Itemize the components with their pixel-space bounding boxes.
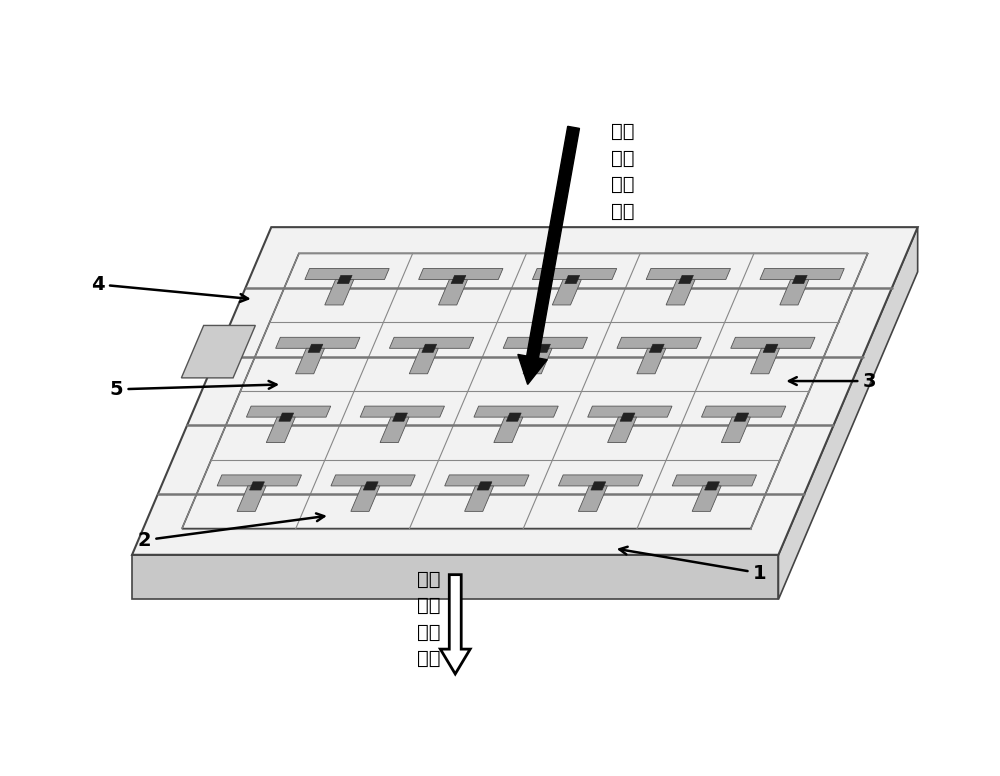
Polygon shape bbox=[246, 406, 331, 417]
Polygon shape bbox=[474, 406, 558, 417]
Polygon shape bbox=[419, 268, 503, 279]
Polygon shape bbox=[565, 275, 580, 284]
Polygon shape bbox=[523, 348, 552, 374]
Polygon shape bbox=[503, 338, 587, 348]
Polygon shape bbox=[363, 482, 378, 490]
Text: 3: 3 bbox=[789, 372, 876, 390]
Polygon shape bbox=[778, 227, 918, 600]
Text: 1: 1 bbox=[619, 547, 767, 583]
Polygon shape bbox=[532, 268, 617, 279]
Polygon shape bbox=[494, 417, 523, 442]
Text: 2: 2 bbox=[137, 514, 324, 550]
Polygon shape bbox=[666, 279, 695, 305]
Polygon shape bbox=[360, 406, 444, 417]
Polygon shape bbox=[337, 275, 352, 284]
Polygon shape bbox=[451, 275, 466, 284]
Polygon shape bbox=[331, 475, 415, 486]
Polygon shape bbox=[393, 413, 407, 421]
Polygon shape bbox=[780, 279, 809, 305]
Polygon shape bbox=[679, 275, 693, 284]
Polygon shape bbox=[591, 482, 606, 490]
Polygon shape bbox=[558, 475, 643, 486]
Polygon shape bbox=[422, 345, 437, 352]
Polygon shape bbox=[751, 348, 780, 374]
Polygon shape bbox=[181, 325, 255, 378]
Polygon shape bbox=[217, 475, 301, 486]
Text: 被调
制的
太赫
兹波: 被调 制的 太赫 兹波 bbox=[417, 570, 440, 668]
Text: 5: 5 bbox=[109, 380, 276, 399]
Polygon shape bbox=[646, 268, 730, 279]
Polygon shape bbox=[608, 417, 637, 442]
Polygon shape bbox=[578, 486, 607, 511]
Polygon shape bbox=[552, 279, 581, 305]
Polygon shape bbox=[351, 486, 380, 511]
Polygon shape bbox=[588, 406, 672, 417]
Text: 空间
传播
太赫
兹波: 空间 传播 太赫 兹波 bbox=[611, 123, 635, 221]
Polygon shape bbox=[276, 338, 360, 348]
Polygon shape bbox=[721, 417, 750, 442]
Polygon shape bbox=[536, 345, 550, 352]
Polygon shape bbox=[701, 406, 786, 417]
Polygon shape bbox=[506, 413, 521, 421]
Polygon shape bbox=[649, 345, 664, 352]
Polygon shape bbox=[237, 486, 266, 511]
Polygon shape bbox=[620, 413, 635, 421]
FancyArrow shape bbox=[518, 126, 579, 384]
Polygon shape bbox=[637, 348, 666, 374]
Polygon shape bbox=[389, 338, 474, 348]
Polygon shape bbox=[692, 486, 721, 511]
Polygon shape bbox=[731, 338, 815, 348]
Polygon shape bbox=[672, 475, 757, 486]
Polygon shape bbox=[266, 417, 295, 442]
Polygon shape bbox=[305, 268, 389, 279]
Polygon shape bbox=[296, 348, 325, 374]
Polygon shape bbox=[439, 279, 468, 305]
Polygon shape bbox=[380, 417, 409, 442]
Polygon shape bbox=[477, 482, 492, 490]
Polygon shape bbox=[132, 227, 918, 555]
Polygon shape bbox=[279, 413, 294, 421]
Text: 4: 4 bbox=[91, 275, 248, 302]
Polygon shape bbox=[617, 338, 701, 348]
Polygon shape bbox=[734, 413, 749, 421]
Polygon shape bbox=[792, 275, 807, 284]
Polygon shape bbox=[705, 482, 719, 490]
Polygon shape bbox=[132, 555, 778, 600]
Polygon shape bbox=[760, 268, 844, 279]
Polygon shape bbox=[325, 279, 354, 305]
Polygon shape bbox=[445, 475, 529, 486]
Polygon shape bbox=[763, 345, 778, 352]
Polygon shape bbox=[308, 345, 323, 352]
Polygon shape bbox=[409, 348, 438, 374]
Polygon shape bbox=[465, 486, 494, 511]
Polygon shape bbox=[250, 482, 264, 490]
FancyArrow shape bbox=[440, 575, 470, 674]
